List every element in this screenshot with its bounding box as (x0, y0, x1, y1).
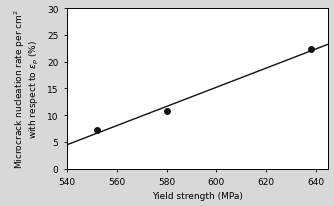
Point (308, 48, 314, 52)
Point (94, 129, 100, 132)
X-axis label: Yield strength (MPa): Yield strength (MPa) (152, 192, 243, 200)
Y-axis label: Microcrack nucleation rate per cm$^2$
with respect to $\epsilon_p$ (%): Microcrack nucleation rate per cm$^2$ wi… (12, 9, 41, 168)
Point (164, 110, 169, 114)
